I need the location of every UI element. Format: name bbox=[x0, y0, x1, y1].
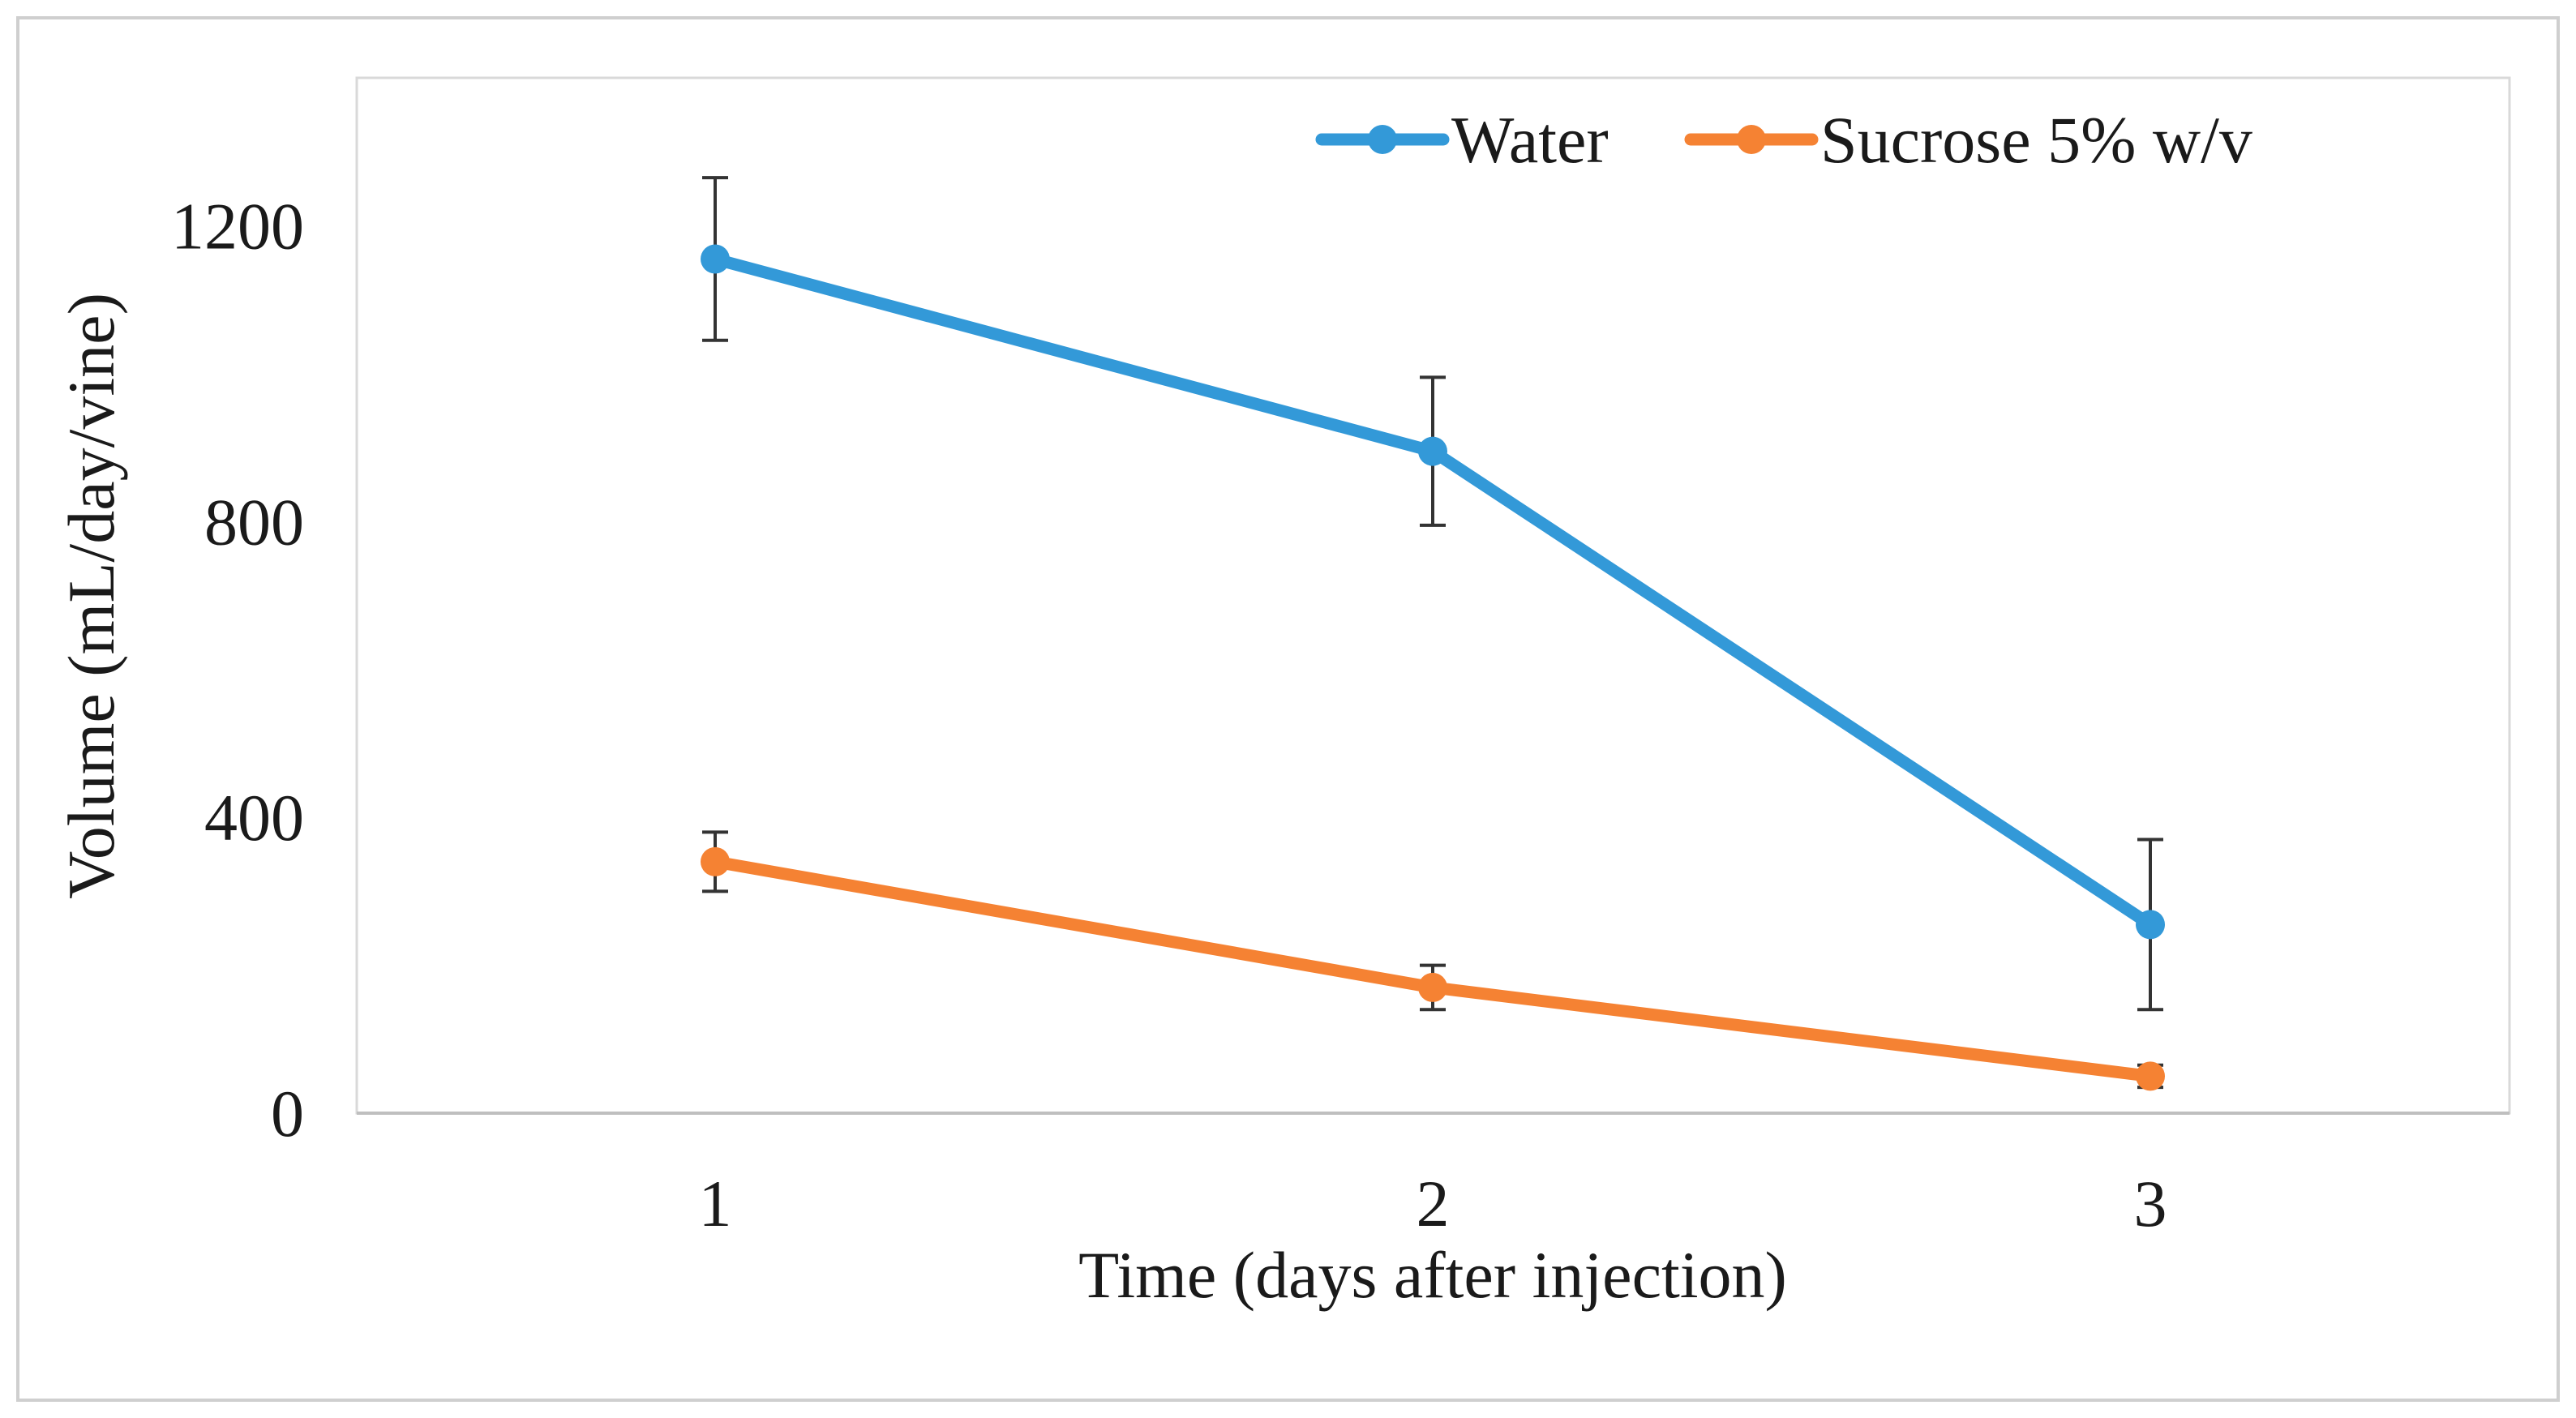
series-layer bbox=[701, 176, 2165, 1091]
data-point bbox=[2136, 1061, 2165, 1091]
y-tick-label: 400 bbox=[204, 781, 304, 855]
data-point bbox=[701, 846, 730, 876]
y-tick-label: 0 bbox=[271, 1077, 304, 1150]
data-point bbox=[1418, 972, 1447, 1002]
data-point bbox=[701, 244, 730, 274]
legend-label: Water bbox=[1451, 103, 1609, 177]
legend-label: Sucrose 5% w/v bbox=[1820, 103, 2252, 177]
x-axis-title: Time (days after injection) bbox=[1078, 1238, 1787, 1312]
x-tick-label: 1 bbox=[699, 1167, 732, 1240]
y-tick-labels: 0 400 800 1200 bbox=[171, 189, 304, 1150]
legend-swatch-marker bbox=[1368, 125, 1397, 154]
x-tick-label: 3 bbox=[2134, 1167, 2167, 1240]
y-tick-label: 1200 bbox=[171, 189, 304, 263]
data-point bbox=[2136, 910, 2165, 940]
legend-item: Sucrose 5% w/v bbox=[1684, 103, 2252, 177]
legend-item: Water bbox=[1315, 103, 1609, 177]
x-tick-labels: 1 2 3 bbox=[699, 1167, 2167, 1240]
series-water bbox=[701, 176, 2165, 1012]
series-sucrose bbox=[701, 830, 2165, 1091]
figure-frame bbox=[16, 16, 2560, 1402]
legend: Water Sucrose 5% w/v bbox=[1315, 103, 2252, 177]
y-axis-title: Volume (mL/day/vine) bbox=[54, 293, 128, 899]
x-tick-label: 2 bbox=[1417, 1167, 1450, 1240]
legend-swatch-marker bbox=[1737, 125, 1766, 154]
data-point bbox=[1418, 436, 1447, 466]
y-tick-label: 800 bbox=[204, 485, 304, 559]
